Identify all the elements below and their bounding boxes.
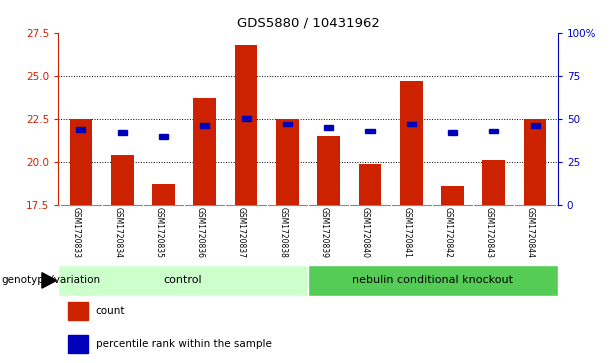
Bar — [283, 122, 292, 126]
Text: GSM1720834: GSM1720834 — [113, 208, 122, 258]
Text: GSM1720843: GSM1720843 — [485, 208, 494, 258]
Bar — [308, 265, 558, 296]
Bar — [400, 81, 422, 205]
Bar — [194, 98, 216, 205]
Bar — [524, 119, 546, 205]
Bar — [77, 127, 85, 132]
Text: GSM1720842: GSM1720842 — [444, 208, 452, 258]
Bar — [448, 130, 457, 135]
Text: GDS5880 / 10431962: GDS5880 / 10431962 — [237, 16, 379, 29]
Bar — [68, 302, 88, 320]
Bar — [324, 125, 333, 130]
Bar — [118, 130, 127, 135]
Bar — [318, 136, 340, 205]
Text: GSM1720841: GSM1720841 — [402, 208, 411, 258]
Text: GSM1720836: GSM1720836 — [196, 208, 205, 258]
Bar — [531, 123, 539, 128]
Text: GSM1720833: GSM1720833 — [72, 208, 81, 258]
Text: GSM1720838: GSM1720838 — [278, 208, 287, 258]
Bar — [111, 155, 134, 205]
Bar — [235, 45, 257, 205]
Bar — [365, 129, 375, 133]
Text: GSM1720835: GSM1720835 — [154, 208, 164, 258]
Text: GSM1720844: GSM1720844 — [526, 208, 535, 258]
Bar — [152, 184, 175, 205]
Bar — [58, 265, 308, 296]
Text: nebulin conditional knockout: nebulin conditional knockout — [352, 276, 514, 285]
Bar — [159, 134, 168, 139]
Bar — [359, 164, 381, 205]
Bar — [68, 335, 88, 353]
Polygon shape — [42, 273, 56, 288]
Bar — [276, 119, 299, 205]
Text: GSM1720839: GSM1720839 — [319, 208, 329, 258]
Text: count: count — [96, 306, 125, 316]
Bar — [482, 160, 505, 205]
Bar — [242, 117, 251, 121]
Bar — [489, 129, 498, 133]
Text: percentile rank within the sample: percentile rank within the sample — [96, 339, 272, 349]
Text: GSM1720837: GSM1720837 — [237, 208, 246, 258]
Bar — [406, 122, 416, 126]
Text: control: control — [164, 276, 202, 285]
Bar — [200, 123, 210, 128]
Text: GSM1720840: GSM1720840 — [361, 208, 370, 258]
Bar — [70, 119, 93, 205]
Bar — [441, 186, 464, 205]
Text: genotype/variation: genotype/variation — [2, 276, 101, 285]
